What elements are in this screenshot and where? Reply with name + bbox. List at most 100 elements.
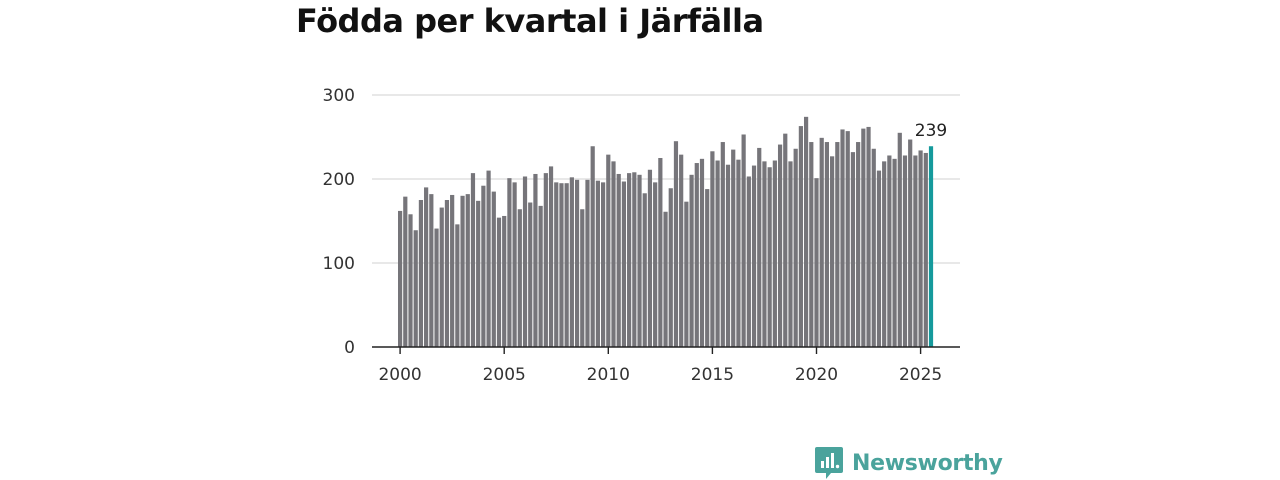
bar — [830, 156, 835, 347]
bar — [637, 174, 642, 347]
bar — [476, 200, 481, 347]
bar — [694, 163, 699, 347]
bar — [845, 131, 850, 347]
bar — [767, 167, 772, 347]
x-tick-label: 2025 — [899, 365, 942, 385]
bar — [876, 170, 882, 347]
bar — [684, 201, 689, 347]
bar — [679, 154, 684, 347]
bar — [470, 173, 476, 347]
bar — [897, 132, 902, 347]
bar — [892, 158, 897, 347]
bar — [502, 215, 507, 347]
bar — [793, 148, 798, 347]
bar — [507, 178, 512, 347]
bar — [444, 200, 450, 347]
bar — [424, 187, 429, 347]
x-tick-label: 2000 — [378, 365, 421, 385]
x-tick-label: 2020 — [795, 365, 838, 385]
bar — [418, 200, 424, 347]
bar — [668, 188, 673, 347]
bar-latest — [928, 146, 934, 347]
bar — [798, 126, 803, 347]
bar — [725, 164, 731, 347]
bar — [689, 174, 694, 347]
bar — [746, 176, 751, 347]
bar — [455, 224, 460, 347]
bar — [699, 158, 705, 347]
bar — [850, 152, 856, 347]
bar — [585, 179, 590, 347]
bar — [720, 142, 725, 347]
bar — [512, 182, 517, 347]
bar — [621, 181, 627, 347]
bar-chart: 0 100 200 300 2000 2005 2010 2015 2020 2025 239 — [323, 86, 960, 385]
bar — [705, 189, 710, 347]
chart-title: Födda per kvartal i Järfälla — [296, 2, 764, 40]
bar — [450, 194, 455, 347]
bar — [762, 161, 767, 347]
bar — [548, 166, 554, 347]
bar — [590, 146, 595, 347]
newsworthy-logo: Newsworthy — [814, 446, 1003, 480]
bar — [595, 180, 600, 347]
bar — [460, 195, 465, 347]
y-tick-label: 100 — [323, 254, 355, 274]
bar — [658, 158, 663, 347]
bar — [429, 194, 434, 347]
bar — [741, 134, 746, 347]
bar — [647, 169, 653, 347]
bar — [908, 139, 913, 347]
bar — [434, 228, 439, 347]
bar — [543, 173, 548, 347]
bar — [580, 209, 585, 347]
y-tick-label: 300 — [323, 86, 355, 106]
bar — [923, 152, 928, 347]
bar — [861, 128, 866, 347]
bar — [559, 183, 564, 347]
tick-labels: 0 100 200 300 2000 2005 2010 2015 2020 2025 239 — [323, 86, 948, 385]
bar — [574, 179, 580, 347]
bar — [398, 210, 403, 347]
bar — [757, 147, 762, 347]
bar — [616, 173, 621, 347]
bar — [522, 176, 528, 347]
bar — [554, 182, 559, 347]
bar — [777, 144, 783, 347]
bar — [481, 185, 486, 347]
bar — [871, 148, 876, 347]
bar — [533, 173, 538, 347]
bar — [882, 161, 887, 347]
bar — [673, 141, 679, 347]
bar — [491, 191, 496, 347]
bar — [486, 170, 491, 347]
bar — [663, 211, 668, 347]
bar — [819, 137, 824, 347]
bar — [809, 142, 814, 347]
bar — [606, 154, 611, 347]
bar — [564, 183, 569, 347]
bar — [528, 202, 533, 347]
x-tick-label: 2005 — [483, 365, 526, 385]
bar — [751, 165, 757, 347]
bar — [465, 194, 470, 347]
bar — [517, 209, 522, 347]
axes — [372, 346, 960, 354]
bar — [731, 149, 736, 347]
x-tick-label: 2015 — [691, 365, 734, 385]
bar — [835, 142, 840, 347]
bar — [715, 160, 720, 347]
bar — [788, 161, 793, 347]
y-tick-label: 0 — [344, 338, 355, 358]
bar — [538, 205, 543, 347]
bar — [866, 126, 871, 347]
bar — [632, 172, 637, 347]
bar — [601, 182, 606, 347]
bar — [736, 159, 741, 347]
newsworthy-logo-icon — [815, 447, 843, 479]
bar — [856, 142, 861, 347]
bar — [496, 217, 502, 347]
bar — [803, 116, 809, 347]
bar — [642, 193, 647, 347]
bar — [824, 142, 830, 347]
